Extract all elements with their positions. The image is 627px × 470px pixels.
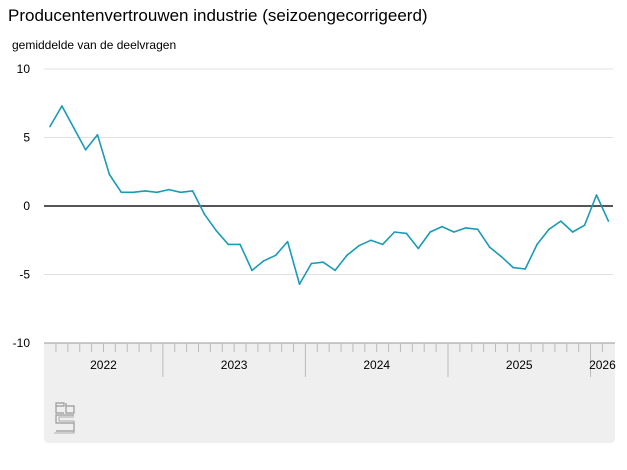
data-point (346, 254, 348, 257)
y-tick-label: -10 (13, 336, 31, 350)
data-point (203, 213, 206, 216)
data-point (560, 220, 562, 222)
data-point (298, 283, 301, 285)
data-point (405, 232, 408, 235)
chart-title: Producentenvertrouwen industrie (seizoen… (8, 6, 428, 25)
series (49, 105, 610, 285)
data-point (168, 188, 170, 191)
data-point (227, 243, 229, 246)
data-point (286, 240, 289, 243)
data-point (476, 228, 479, 231)
data-point (488, 246, 491, 248)
data-point (322, 261, 325, 263)
data-point (132, 191, 134, 194)
data-point (417, 247, 420, 250)
data-point (512, 266, 515, 269)
data-point (334, 269, 336, 272)
data-point (441, 225, 443, 228)
data-point (49, 125, 51, 128)
data-point (500, 255, 503, 258)
data-point (61, 105, 63, 107)
x-tick-label-2024: 2024 (363, 358, 390, 372)
cbs-logo (54, 402, 75, 434)
y-tick-label: 0 (23, 199, 30, 213)
x-axis-band (44, 342, 615, 443)
data-point (524, 268, 526, 270)
y-tick-label: 10 (17, 62, 31, 76)
data-point (108, 173, 111, 176)
data-point (429, 231, 431, 233)
data-point (453, 231, 455, 233)
data-point (369, 239, 372, 242)
data-point (72, 127, 75, 129)
data-point (239, 243, 241, 246)
data-point (84, 149, 87, 151)
x-tick-label-2023: 2023 (221, 358, 248, 372)
y-tick-labels: 10 5 0 -5 -10 (13, 62, 31, 350)
data-point (96, 133, 99, 136)
x-tick-label-2026: 2026 (589, 358, 616, 372)
x-tick-label-2022: 2022 (90, 358, 117, 372)
y-tick-label: 5 (23, 131, 30, 145)
data-point (156, 191, 158, 194)
data-point (465, 227, 467, 229)
data-point (144, 190, 146, 192)
data-point (179, 191, 182, 194)
data-point (310, 262, 313, 265)
data-point (263, 260, 265, 262)
x-tick-labels: 2022 2023 2024 2025 2026 (90, 358, 616, 372)
data-point (358, 244, 360, 247)
axis-band-background (44, 343, 615, 443)
data-point (607, 220, 610, 222)
y-axis-label: gemiddelde van de deelvragen (12, 38, 177, 52)
data-point (381, 243, 384, 246)
data-point (571, 231, 574, 233)
data-point (536, 243, 538, 246)
data-point (274, 254, 277, 257)
data-point (215, 229, 218, 232)
data-point (251, 269, 253, 272)
data-point (595, 194, 598, 196)
series-line (49, 105, 610, 285)
data-point (583, 224, 586, 226)
y-tick-label: -5 (19, 268, 30, 282)
gridlines (44, 68, 613, 344)
data-point (191, 190, 194, 192)
x-tick-label-2025: 2025 (506, 358, 533, 372)
data-point (548, 228, 550, 231)
data-point (120, 191, 123, 194)
data-point (393, 231, 396, 233)
